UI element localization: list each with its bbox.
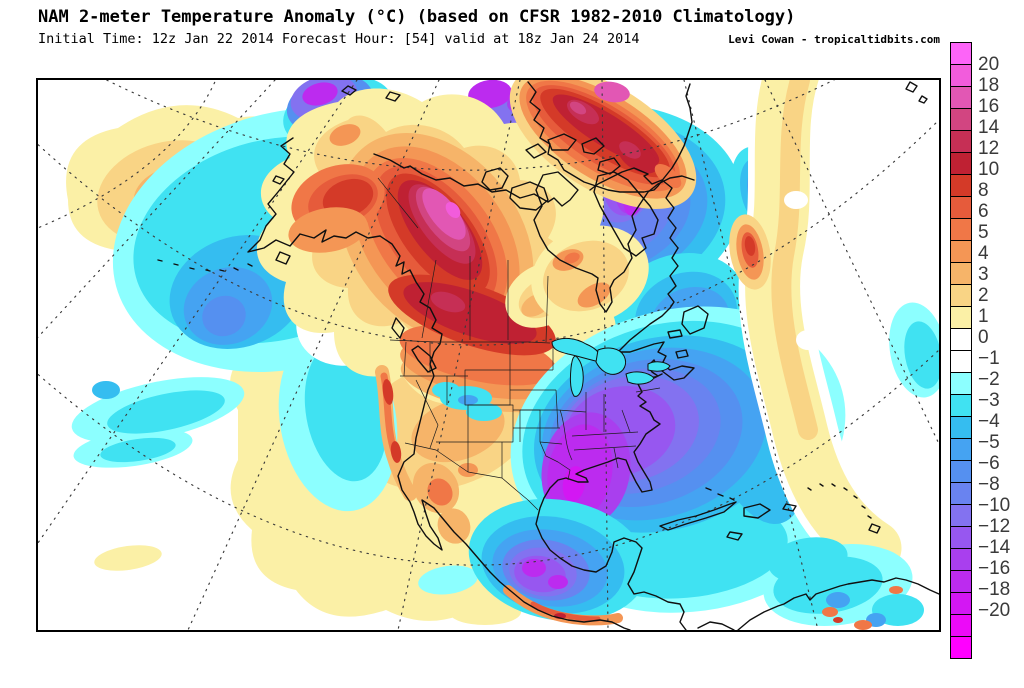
colorbar-cell	[950, 86, 972, 109]
colorbar-tick-label: −16	[978, 558, 1011, 579]
political-borders	[377, 177, 661, 511]
colorbar-cell	[950, 328, 972, 351]
colorbar-tick-label: 10	[978, 159, 1000, 180]
colorbar-cell	[950, 636, 972, 659]
colorbar-cell	[950, 108, 972, 131]
colorbar-cell	[950, 460, 972, 483]
attribution: Levi Cowan - tropicaltidbits.com	[728, 33, 940, 46]
colorbar-cell	[950, 174, 972, 197]
colorbar-tick-label: −18	[978, 579, 1011, 600]
great-lakes	[551, 337, 671, 397]
colorbar-cell	[950, 482, 972, 505]
colorbar-cell	[950, 64, 972, 87]
colorbar-cell	[950, 350, 972, 373]
colorbar-cell	[950, 416, 972, 439]
colorbar-cell	[950, 284, 972, 307]
colorbar-tick-label: 18	[978, 75, 1000, 96]
colorbar-cell	[950, 218, 972, 241]
colorbar-cell	[950, 130, 972, 153]
colorbar-tick-label: −3	[978, 390, 1000, 411]
colorbar-tick-label: −6	[978, 453, 1000, 474]
colorbar-tick-label: −12	[978, 516, 1011, 537]
colorbar-cell	[950, 526, 972, 549]
colorbar-tick-label: 3	[978, 264, 989, 285]
colorbar-cell	[950, 592, 972, 615]
colorbar-cell	[950, 152, 972, 175]
anomaly-field	[66, 80, 939, 630]
colorbar-tick-label: 20	[978, 54, 1000, 75]
colorbar-tick-label: −10	[978, 495, 1011, 516]
colorbar-tick-label: −20	[978, 600, 1011, 621]
colorbar-tick-label: −5	[978, 432, 1000, 453]
colorbar-tick-label: 16	[978, 96, 1000, 117]
colorbar-tick-label: 2	[978, 285, 989, 306]
colorbar-cell	[950, 614, 972, 637]
colorbar-cell	[950, 262, 972, 285]
colorbar-tick-label: 4	[978, 243, 989, 264]
colorbar-tick-label: −2	[978, 369, 1000, 390]
colorbar-cell	[950, 570, 972, 593]
colorbar-tick-label: −1	[978, 348, 1000, 369]
colorbar-cell	[950, 196, 972, 219]
colorbar-tick-label: 1	[978, 306, 989, 327]
colorbar-cell	[950, 548, 972, 571]
colorbar-tick-label: 12	[978, 138, 1000, 159]
coastlines	[157, 81, 939, 630]
colorbar-cells	[950, 42, 972, 659]
colorbar-cell	[950, 240, 972, 263]
colorbar-tick-label: −14	[978, 537, 1011, 558]
map-frame	[36, 78, 941, 632]
page-title: NAM 2-meter Temperature Anomaly (°C) (ba…	[38, 7, 796, 27]
colorbar-cell	[950, 394, 972, 417]
colorbar-cell	[950, 504, 972, 527]
forecast-subtitle: Initial Time: 12z Jan 22 2014 Forecast H…	[38, 31, 640, 47]
colorbar-tick-label: 5	[978, 222, 989, 243]
colorbar-tick-label: 6	[978, 201, 989, 222]
colorbar: 20 18 16 14 12 10 8 6 5 4 3 2 1 0 −1 −2 −3 −4 −5 −6 −8 −10 −12…	[950, 42, 1024, 665]
colorbar-tick-label: 14	[978, 117, 1000, 138]
colorbar-cell	[950, 372, 972, 395]
map-canvas	[38, 80, 939, 630]
colorbar-tick-label: −4	[978, 411, 1000, 432]
colorbar-cell	[950, 438, 972, 461]
colorbar-tick-label: 0	[978, 327, 989, 348]
colorbar-cell	[950, 306, 972, 329]
colorbar-tick-label: 8	[978, 180, 989, 201]
colorbar-cell	[950, 42, 972, 65]
colorbar-tick-label: −8	[978, 474, 1000, 495]
